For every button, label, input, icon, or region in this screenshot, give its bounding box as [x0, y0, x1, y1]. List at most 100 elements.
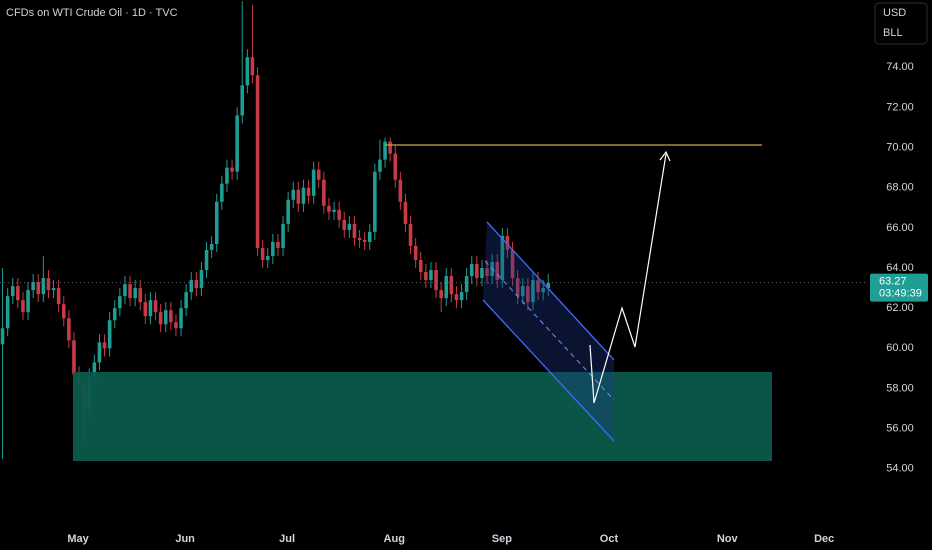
candle-body	[199, 270, 204, 289]
candle-body	[464, 276, 469, 293]
candle-body	[123, 284, 127, 297]
x-tick-label: Aug	[384, 533, 405, 545]
candle-body	[10, 286, 15, 297]
candle-body	[515, 278, 520, 297]
candle-body	[189, 280, 194, 293]
candle-body	[26, 290, 30, 313]
candle-body	[61, 304, 66, 319]
x-tick-label: Jun	[175, 533, 195, 545]
candle-body	[286, 199, 290, 224]
projection-arrow	[659, 150, 671, 162]
candle-body	[485, 268, 489, 277]
candle-body	[46, 278, 51, 291]
candle-body	[21, 300, 25, 313]
y-tick-label: 68.00	[886, 182, 914, 194]
candle-body	[459, 292, 464, 301]
candle-body	[373, 171, 377, 232]
candle-body	[174, 322, 178, 329]
candle-body	[520, 286, 525, 297]
chart-title: CFDs on WTI Crude Oil · 1D · TVC	[6, 7, 178, 19]
candle-body	[291, 189, 296, 200]
candle-body	[296, 189, 301, 204]
unit-button[interactable]: BLL	[883, 27, 903, 39]
candle-body	[531, 280, 535, 303]
candle-body	[281, 223, 285, 248]
candle-body	[67, 318, 71, 341]
candle-body	[383, 141, 387, 160]
projection-path	[589, 153, 667, 404]
candle-body	[209, 243, 214, 250]
candle-body	[388, 141, 392, 154]
last-price-label: 63.27	[879, 276, 907, 288]
candle-body	[128, 284, 132, 299]
candle-body	[454, 294, 459, 301]
candle-body	[311, 169, 316, 196]
candle-body	[265, 255, 270, 260]
candle-body	[444, 276, 449, 299]
candle-body	[92, 362, 97, 377]
y-tick-label: 70.00	[886, 141, 914, 153]
candle-body	[342, 219, 347, 230]
currency-button[interactable]: USD	[883, 7, 906, 19]
candle-body	[475, 264, 479, 279]
candle-body	[102, 342, 107, 349]
candle-body	[306, 187, 311, 196]
y-tick-label: 58.00	[886, 382, 914, 394]
y-tick-label: 64.00	[886, 262, 914, 274]
candle-body	[495, 262, 500, 281]
x-tick-label: Dec	[814, 533, 834, 545]
candle-body	[16, 286, 20, 301]
x-tick-label: Sep	[492, 533, 512, 545]
candle-body	[260, 247, 265, 260]
candle-body	[235, 115, 239, 172]
candle-body	[276, 241, 280, 248]
candle-body	[480, 268, 484, 279]
candle-body	[179, 308, 183, 329]
candle-body	[322, 179, 326, 206]
candle-body	[31, 282, 35, 291]
candle-body	[510, 249, 515, 279]
candle-body	[220, 183, 224, 202]
currency-panel	[874, 2, 928, 45]
candle-body	[112, 308, 117, 321]
channel-mid	[484, 260, 615, 401]
candle-body	[362, 239, 367, 242]
channel-fill	[483, 222, 614, 441]
candle-body	[352, 223, 357, 238]
candle-body	[413, 245, 418, 260]
candle-body	[148, 300, 153, 317]
candle-body	[403, 201, 408, 224]
candle-body	[158, 312, 163, 325]
candle-body	[0, 328, 5, 345]
candle-body	[536, 280, 540, 293]
y-tick-label: 72.00	[886, 101, 914, 113]
candle-body	[169, 310, 173, 323]
candle-body	[424, 272, 428, 281]
candle-body	[143, 302, 148, 317]
candle-body	[429, 270, 433, 281]
candle-body	[118, 296, 122, 309]
candle-body	[505, 235, 510, 250]
demand-zone	[73, 372, 772, 461]
candle-body	[56, 288, 61, 305]
candle-body	[250, 57, 255, 76]
candle-body	[393, 153, 398, 180]
candle-body	[255, 75, 260, 248]
candle-body	[332, 209, 336, 212]
candle-body	[5, 296, 10, 329]
candle-body	[367, 231, 372, 242]
candle-body	[301, 187, 306, 204]
y-tick-label: 56.00	[886, 423, 914, 435]
candle-body	[357, 237, 362, 240]
y-tick-label: 62.00	[886, 302, 914, 314]
channel-bottom	[482, 299, 615, 442]
candle-body	[41, 278, 46, 295]
candle-body	[469, 264, 474, 277]
candle-body	[240, 85, 245, 116]
candle-body	[271, 241, 275, 256]
candle-body	[408, 223, 413, 246]
candle-body	[138, 288, 143, 303]
